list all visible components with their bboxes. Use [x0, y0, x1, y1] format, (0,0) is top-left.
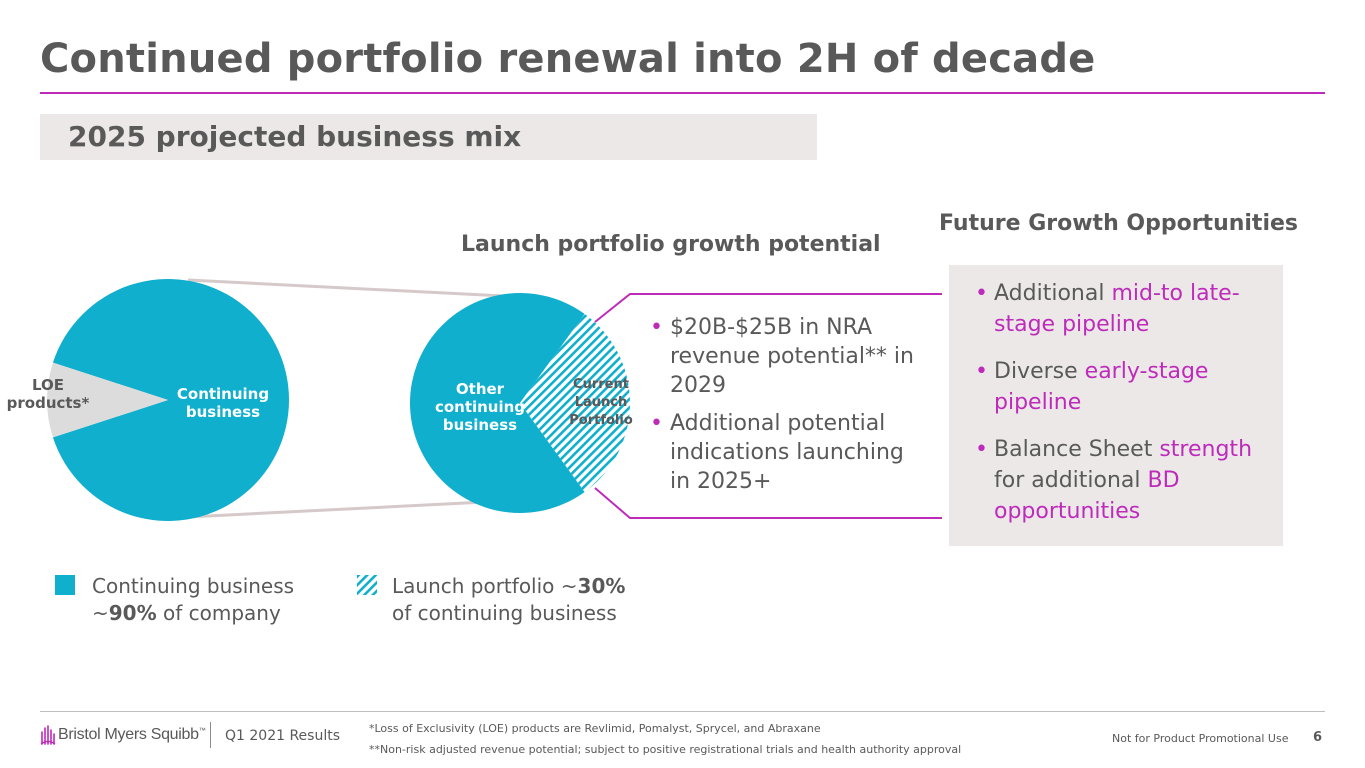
pie-company-mix: [47, 279, 290, 521]
pie-label-loe: LOE products*: [6, 376, 90, 412]
pie-slice: [520, 314, 630, 492]
bullet-highlight: mid-to late-stage pipeline: [994, 281, 1240, 337]
legend-line: Continuing business: [92, 574, 295, 598]
legend-part: of company: [156, 601, 281, 625]
future-opportunities-box: Additional mid-to late-stage pipeline Di…: [949, 265, 1283, 546]
footnote-loe: *Loss of Exclusivity (LOE) products are …: [369, 722, 821, 735]
legend-text-launch: Launch portfolio ~30% of continuing busi…: [392, 573, 625, 627]
connector-top: [187, 278, 524, 299]
logo-mark-icon: [40, 725, 56, 745]
bullet-text: Balance Sheet: [994, 437, 1160, 462]
bullet-highlight: strength: [1159, 437, 1253, 462]
logo-tm: ™: [198, 727, 206, 735]
bracket-bottom: [594, 487, 942, 519]
pie-slice: [47, 362, 168, 438]
logo-separator: [210, 722, 211, 748]
bullet-text: Diverse: [994, 359, 1085, 384]
legend-bold: 90%: [108, 601, 157, 625]
title-divider: [40, 92, 1325, 94]
legend-line: Launch portfolio ~30%: [392, 573, 625, 600]
footer-divider: [40, 711, 1325, 712]
page-number: 6: [1313, 730, 1323, 745]
legend-swatch-launch: [357, 575, 377, 595]
footnote-nra: **Non-risk adjusted revenue potential; s…: [369, 743, 962, 756]
pie-continuing-business: [410, 293, 630, 513]
launch-bullet-list: $20B-$25B in NRA revenue potential** in …: [650, 313, 930, 505]
connector-bottom: [187, 499, 506, 519]
legend-line: ~90% of company: [92, 600, 294, 627]
legend-swatch-continuing: [55, 575, 75, 595]
future-bullet: Balance Sheet strength for additional BD…: [975, 434, 1275, 527]
legend-text-continuing: Continuing business ~90% of company: [92, 573, 294, 627]
page-title: Continued portfolio renewal into 2H of d…: [40, 36, 1096, 82]
bullet-highlight: BD: [1147, 468, 1180, 493]
bullet-highlight: early-stage pipeline: [994, 359, 1209, 415]
logo-text: Bristol Myers Squibb™: [58, 726, 206, 744]
legend-part: Launch portfolio ~: [392, 574, 578, 598]
subtitle: 2025 projected business mix: [68, 120, 522, 153]
logo-wordmark: Bristol Myers Squibb: [58, 726, 199, 743]
future-heading: Future Growth Opportunities: [939, 211, 1299, 236]
launch-bullet: $20B-$25B in NRA revenue potential** in …: [650, 313, 930, 400]
legend-line: of continuing business: [392, 601, 617, 625]
pie-label-other-continuing: Other continuing business: [434, 380, 526, 434]
legend-part: ~: [92, 601, 109, 625]
future-bullet-list: Additional mid-to late-stage pipeline Di…: [975, 278, 1275, 543]
pie-label-current-launch: Current Launch Portfolio: [569, 377, 633, 428]
bullet-highlight: opportunities: [994, 499, 1141, 524]
future-bullet: Diverse early-stage pipeline: [975, 356, 1275, 418]
bullet-text: Additional: [994, 281, 1112, 306]
pie-slice: [410, 293, 585, 513]
launch-heading: Launch portfolio growth potential: [461, 232, 881, 257]
bullet-text: for additional: [994, 468, 1148, 493]
report-label: Q1 2021 Results: [225, 728, 341, 744]
bracket-top: [594, 293, 942, 323]
subtitle-banner: 2025 projected business mix: [40, 114, 817, 160]
pie-label-continuing: Continuing business: [176, 385, 270, 421]
disclaimer: Not for Product Promotional Use: [1112, 732, 1289, 745]
launch-bullet: Additional potential indications launchi…: [650, 409, 930, 496]
pie-slice: [52, 279, 290, 521]
future-bullet: Additional mid-to late-stage pipeline: [975, 278, 1275, 340]
legend-bold: 30%: [577, 574, 626, 598]
company-logo: Bristol Myers Squibb™: [40, 724, 206, 746]
